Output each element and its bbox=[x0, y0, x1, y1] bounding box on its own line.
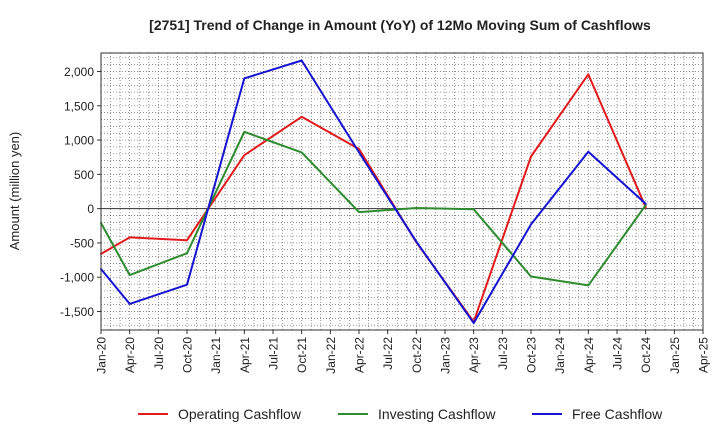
y-ticks: -1,500 -1,000 -500 0 500 1,000 1,500 2,000 bbox=[60, 65, 101, 319]
series-line-free-cashflow bbox=[100, 59, 647, 325]
series-line-operating-cashflow bbox=[100, 73, 647, 323]
y-tick-label: 0 bbox=[87, 202, 94, 216]
x-tick-label: Jan-23 bbox=[439, 337, 453, 374]
plot-frame bbox=[100, 52, 704, 331]
legend: Operating Cashflow Investing Cashflow Free… bbox=[138, 406, 663, 422]
series-line-investing-cashflow bbox=[100, 130, 647, 287]
legend-label-operating-cashflow: Operating Cashflow bbox=[178, 406, 302, 422]
x-tick-label: Oct-24 bbox=[639, 337, 653, 373]
x-tick-label: Jan-20 bbox=[95, 337, 109, 374]
x-tick-label: Jul-23 bbox=[496, 337, 510, 370]
x-tick-label: Jan-22 bbox=[324, 337, 338, 374]
x-tick-label: Apr-22 bbox=[353, 337, 367, 373]
x-tick-label: Jul-22 bbox=[381, 337, 395, 370]
y-tick-label: 500 bbox=[74, 168, 94, 182]
x-tick-label: Oct-23 bbox=[525, 337, 539, 373]
y-tick-label: -500 bbox=[70, 236, 94, 250]
grid bbox=[101, 53, 703, 330]
y-tick-label: 2,000 bbox=[64, 65, 94, 79]
x-tick-label: Jul-24 bbox=[611, 337, 625, 370]
y-tick-label: -1,000 bbox=[60, 271, 94, 285]
x-tick-label: Apr-23 bbox=[467, 337, 481, 373]
x-tick-label: Oct-22 bbox=[410, 337, 424, 373]
y-axis-label: Amount (million yen) bbox=[7, 132, 22, 251]
chart-title: [2751] Trend of Change in Amount (YoY) o… bbox=[149, 17, 651, 33]
plot-area bbox=[101, 53, 703, 330]
y-tick-label: 1,000 bbox=[64, 134, 94, 148]
y-tick-label: -1,500 bbox=[60, 305, 94, 319]
x-ticks: Jan-20 Apr-20 Jul-20 Oct-20 Jan-21 Apr-21 Jul-… bbox=[95, 330, 711, 374]
x-tick-label: Jul-21 bbox=[267, 337, 281, 370]
x-tick-label: Apr-24 bbox=[582, 337, 596, 373]
x-tick-label: Jan-21 bbox=[209, 337, 223, 374]
legend-label-investing-cashflow: Investing Cashflow bbox=[378, 406, 496, 422]
x-tick-label: Jan-24 bbox=[553, 337, 567, 374]
x-tick-label: Apr-21 bbox=[238, 337, 252, 373]
x-tick-label: Apr-20 bbox=[123, 337, 137, 373]
x-tick-label: Jul-20 bbox=[152, 337, 166, 370]
x-tick-label: Oct-20 bbox=[181, 337, 195, 373]
x-tick-label: Oct-21 bbox=[295, 337, 309, 373]
series-layer bbox=[100, 59, 647, 325]
x-tick-label: Apr-25 bbox=[697, 337, 711, 373]
y-tick-label: 1,500 bbox=[64, 99, 94, 113]
legend-label-free-cashflow: Free Cashflow bbox=[572, 406, 663, 422]
x-tick-label: Jan-25 bbox=[668, 337, 682, 374]
